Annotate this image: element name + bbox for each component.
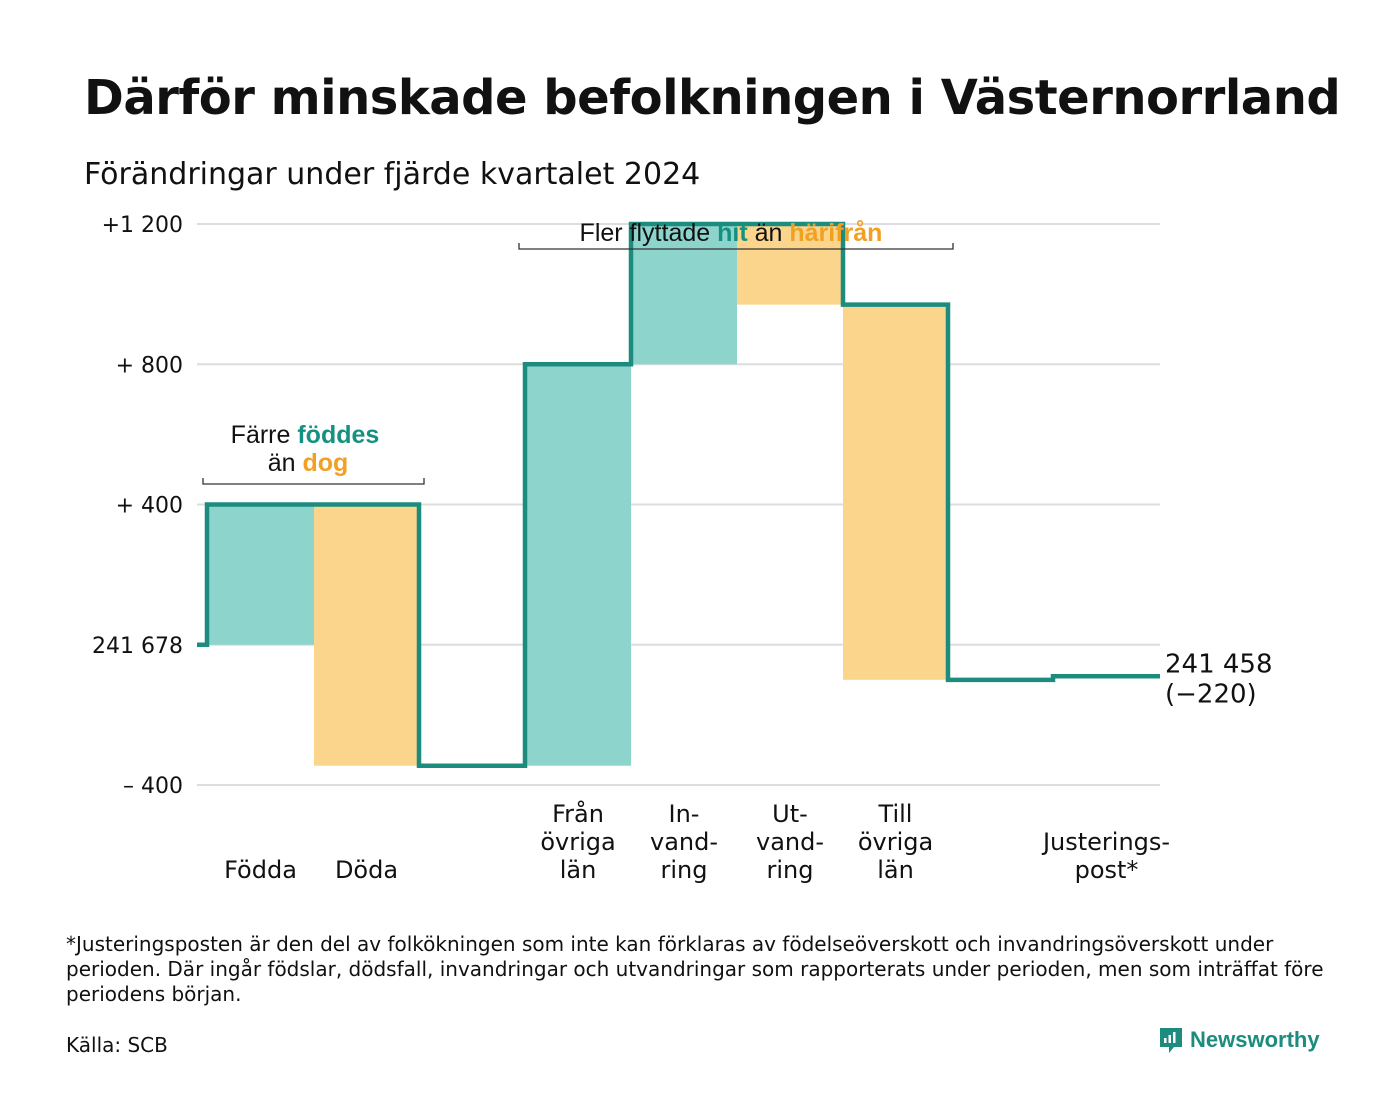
category-label-line: ring (661, 856, 708, 884)
annotation-part-teal: hit (717, 219, 748, 247)
category-label-line: post* (1075, 856, 1139, 884)
births-annotation-line1: Färre föddes (231, 421, 380, 449)
category-label-line: Justerings- (1041, 828, 1170, 856)
annotation-part-plain: Färre (231, 421, 298, 449)
y-tick-label-0: +1 200 (102, 213, 183, 238)
bar-fran_ovriga_lan (525, 364, 631, 766)
category-label-line: In- (669, 800, 700, 828)
bar-fodda (207, 504, 314, 645)
bars (207, 224, 948, 766)
category-label-line: Från (552, 799, 604, 828)
chart-subtitle: Förändringar under fjärde kvartalet 2024 (84, 157, 701, 192)
migration-annotation: Fler flyttade hit än härifrån (580, 219, 883, 247)
brand-logo: Newsworthy (1158, 1026, 1320, 1054)
category-label-utvandring: Ut-vand-ring (756, 800, 824, 884)
bar-doda (314, 504, 419, 766)
chart-title: Därför minskade befolkningen i Västernor… (84, 70, 1341, 126)
y-tick-label-3: 241 678 (92, 634, 183, 659)
annotation-part-teal: föddes (297, 421, 379, 449)
category-label-line: Födda (224, 856, 297, 884)
footnote: *Justeringsposten är den del av folkökni… (66, 932, 1324, 1006)
category-label-line: Ut- (772, 800, 808, 828)
y-axis-tick-labels: +1 200 + 800 + 400 241 678 – 400 (92, 213, 183, 799)
bar-utvandring (737, 224, 843, 305)
y-tick-label-2: + 400 (116, 494, 183, 519)
category-label-justeringspost: Justerings-post* (1041, 828, 1170, 884)
category-label-line: län (560, 856, 597, 884)
y-tick-label-4: – 400 (123, 774, 183, 799)
end-change-label: (−220) (1165, 679, 1257, 709)
category-label-line: vand- (756, 828, 824, 856)
newsworthy-logo-icon (1160, 1028, 1182, 1053)
step-line-path (197, 221, 1160, 768)
category-label-line: län (877, 856, 914, 884)
migration-annotation-bracket (518, 243, 954, 250)
category-label-till_ovriga_lan: Till övriga län (858, 800, 933, 884)
category-label-line: övriga (540, 828, 615, 856)
annotation-part-orange: härifrån (789, 219, 882, 247)
end-value-label: 241 458 (1165, 649, 1273, 679)
category-label-fodda: Födda (224, 856, 297, 884)
category-label-line: vand- (650, 828, 718, 856)
brand-name: Newsworthy (1190, 1027, 1320, 1052)
annotation-part-plain: än (748, 219, 790, 247)
source-credit: Källa: SCB (66, 1033, 168, 1057)
cumulative-step-line (197, 221, 1160, 768)
category-label-doda: Döda (335, 856, 398, 884)
waterfall-chart: +1 200 + 800 + 400 241 678 – 400 Födda Döda Fr… (92, 213, 1273, 884)
category-label-fran_ovriga_lan: Från övriga län (540, 799, 615, 884)
category-label-line: Döda (335, 856, 398, 884)
annotation-part-plain: Fler flyttade (580, 219, 718, 247)
births-annotation-line2: än dog (268, 449, 349, 477)
births-annotation-bracket (202, 478, 425, 485)
category-label-line: ring (767, 856, 814, 884)
bar-invandring (631, 224, 737, 365)
bar-till_ovriga_lan (843, 304, 948, 680)
category-label-line: Till (878, 800, 913, 828)
annotation-part-orange: dog (302, 449, 348, 477)
category-label-invandring: In-vand-ring (650, 800, 718, 884)
category-label-line: övriga (858, 828, 933, 856)
annotation-part-plain: än (268, 449, 303, 477)
y-tick-label-1: + 800 (116, 353, 183, 378)
